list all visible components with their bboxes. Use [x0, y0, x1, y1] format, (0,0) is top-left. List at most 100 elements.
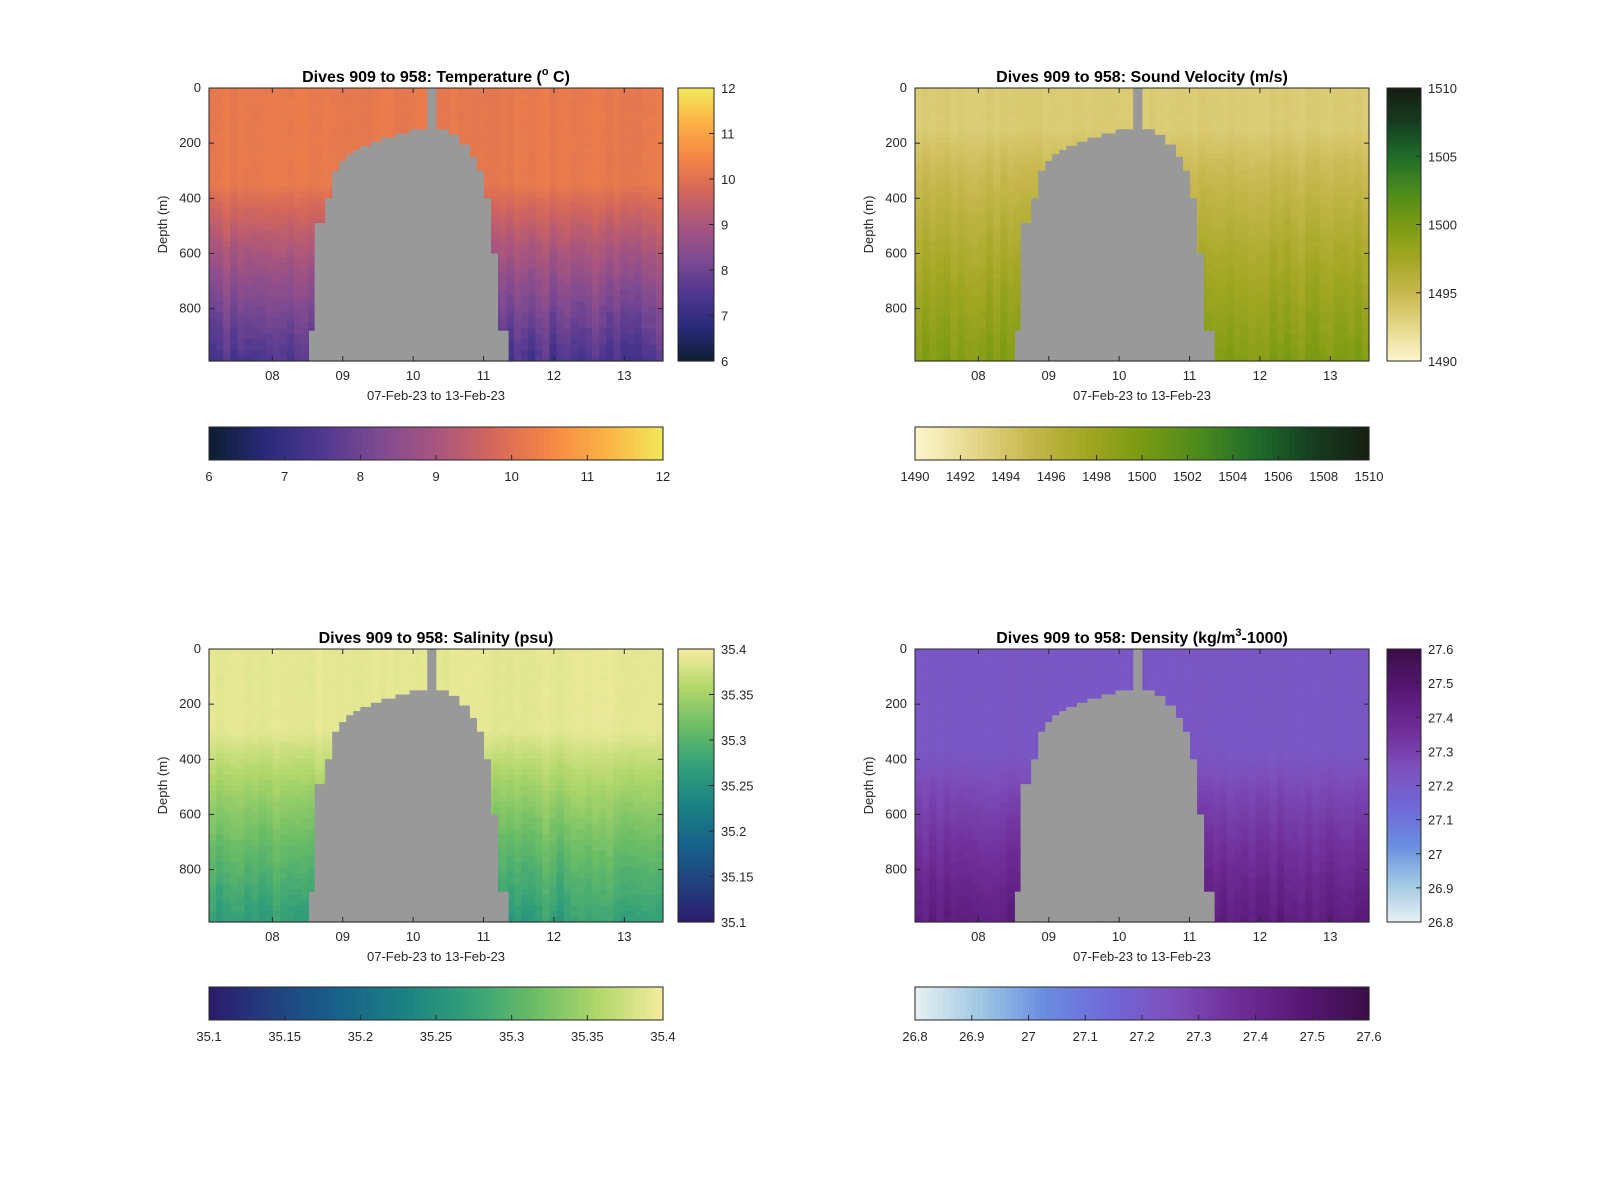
x-tick-label: 09 — [336, 368, 350, 383]
heatmap-cell — [993, 240, 1001, 247]
heatmap-cell — [577, 311, 586, 318]
heatmap-cell — [471, 148, 480, 155]
heatmap-cell — [627, 120, 636, 127]
heatmap-cell — [592, 235, 600, 242]
heatmap-cell — [957, 311, 966, 318]
heatmap-cell — [436, 93, 444, 100]
heatmap-cell — [971, 317, 980, 324]
heatmap-cell — [457, 115, 465, 122]
heatmap-cell — [499, 284, 508, 291]
heatmap-cell — [237, 322, 246, 329]
heatmap-cell — [414, 115, 423, 122]
heatmap-cell — [400, 93, 409, 100]
heatmap-cell — [915, 104, 923, 111]
heatmap-cell — [287, 235, 295, 242]
colorbar-swatch — [606, 427, 613, 460]
heatmap-cell — [592, 109, 600, 116]
heatmap-cell — [485, 142, 494, 149]
heatmap-cell — [1028, 191, 1037, 198]
heatmap-cell — [506, 306, 515, 313]
heatmap-cell — [577, 240, 586, 247]
heatmap-cell — [535, 137, 543, 144]
heatmap-cell — [251, 131, 260, 138]
heatmap-cell — [265, 317, 274, 324]
heatmap-cell — [655, 202, 664, 209]
heatmap-cell — [492, 120, 501, 127]
heatmap-cell — [223, 219, 231, 226]
heatmap-cell — [1000, 322, 1008, 329]
heatmap-cell — [648, 93, 657, 100]
heatmap-cell — [943, 328, 952, 335]
heatmap-cell — [528, 213, 536, 220]
heatmap-cell — [620, 153, 629, 160]
heatmap-cell — [943, 98, 952, 105]
heatmap-cell — [993, 306, 1001, 313]
heatmap-cell — [1056, 120, 1065, 127]
heatmap-cell — [1000, 339, 1008, 346]
heatmap-cell — [209, 240, 217, 247]
heatmap-cell — [627, 186, 636, 193]
y-tick-label: 400 — [179, 190, 201, 205]
heatmap-cell — [521, 131, 529, 138]
heatmap-cell — [577, 306, 586, 313]
heatmap-cell — [542, 88, 551, 95]
heatmap-cell — [549, 93, 558, 100]
heatmap-cell — [943, 290, 952, 297]
heatmap-cell — [400, 120, 409, 127]
heatmap-cell — [592, 339, 600, 346]
heatmap-cell — [379, 120, 387, 127]
heatmap-cell — [599, 191, 607, 198]
heatmap-cell — [563, 300, 572, 307]
heatmap-cell — [251, 246, 260, 253]
heatmap-cell — [471, 93, 480, 100]
heatmap-cell — [528, 153, 536, 160]
colorbar-swatch — [254, 427, 261, 460]
heatmap-cell — [535, 109, 543, 116]
heatmap-cell — [492, 142, 501, 149]
heatmap-cell — [556, 317, 565, 324]
heatmap-cell — [528, 137, 536, 144]
heatmap-cell — [613, 229, 622, 237]
heatmap-cell — [563, 273, 572, 280]
heatmap-cell — [915, 197, 923, 204]
heatmap-cell — [301, 279, 309, 286]
heatmap-cell — [216, 350, 224, 357]
heatmap-cell — [237, 328, 246, 335]
heatmap-cell — [343, 109, 352, 116]
heatmap-cell — [528, 126, 536, 133]
heatmap-cell — [542, 142, 551, 149]
heatmap-cell — [485, 93, 494, 100]
heatmap-cell — [506, 350, 515, 357]
heatmap-cell — [915, 224, 923, 231]
heatmap-cell — [971, 213, 980, 220]
heatmap-cell — [315, 93, 324, 100]
heatmap-cell — [964, 355, 973, 362]
heatmap-cell — [1007, 350, 1015, 357]
heatmap-cell — [1078, 126, 1086, 133]
heatmap-cell — [1000, 104, 1008, 111]
heatmap-cell — [1099, 98, 1108, 105]
heatmap-cell — [272, 109, 281, 116]
heatmap-cell — [499, 229, 508, 237]
heatmap-cell — [528, 251, 536, 258]
heatmap-cell — [301, 295, 309, 302]
heatmap-cell — [535, 104, 543, 111]
heatmap-cell — [929, 109, 937, 116]
heatmap-cell — [1000, 251, 1008, 258]
heatmap-cell — [936, 109, 944, 116]
heatmap-cell — [258, 131, 267, 138]
heatmap-cell — [1014, 109, 1022, 116]
heatmap-cell — [936, 197, 944, 204]
heatmap-cell — [506, 120, 515, 127]
heatmap-cell — [279, 153, 288, 160]
heatmap-cell — [1092, 104, 1101, 111]
heatmap-cell — [223, 104, 231, 111]
heatmap-cell — [244, 300, 253, 307]
heatmap-cell — [641, 344, 650, 351]
heatmap-cell — [209, 186, 217, 193]
heatmap-cell — [549, 240, 558, 247]
heatmap-cell — [556, 328, 565, 335]
heatmap-cell — [929, 88, 937, 95]
heatmap-cell — [308, 284, 316, 291]
heatmap-cell — [563, 262, 572, 269]
